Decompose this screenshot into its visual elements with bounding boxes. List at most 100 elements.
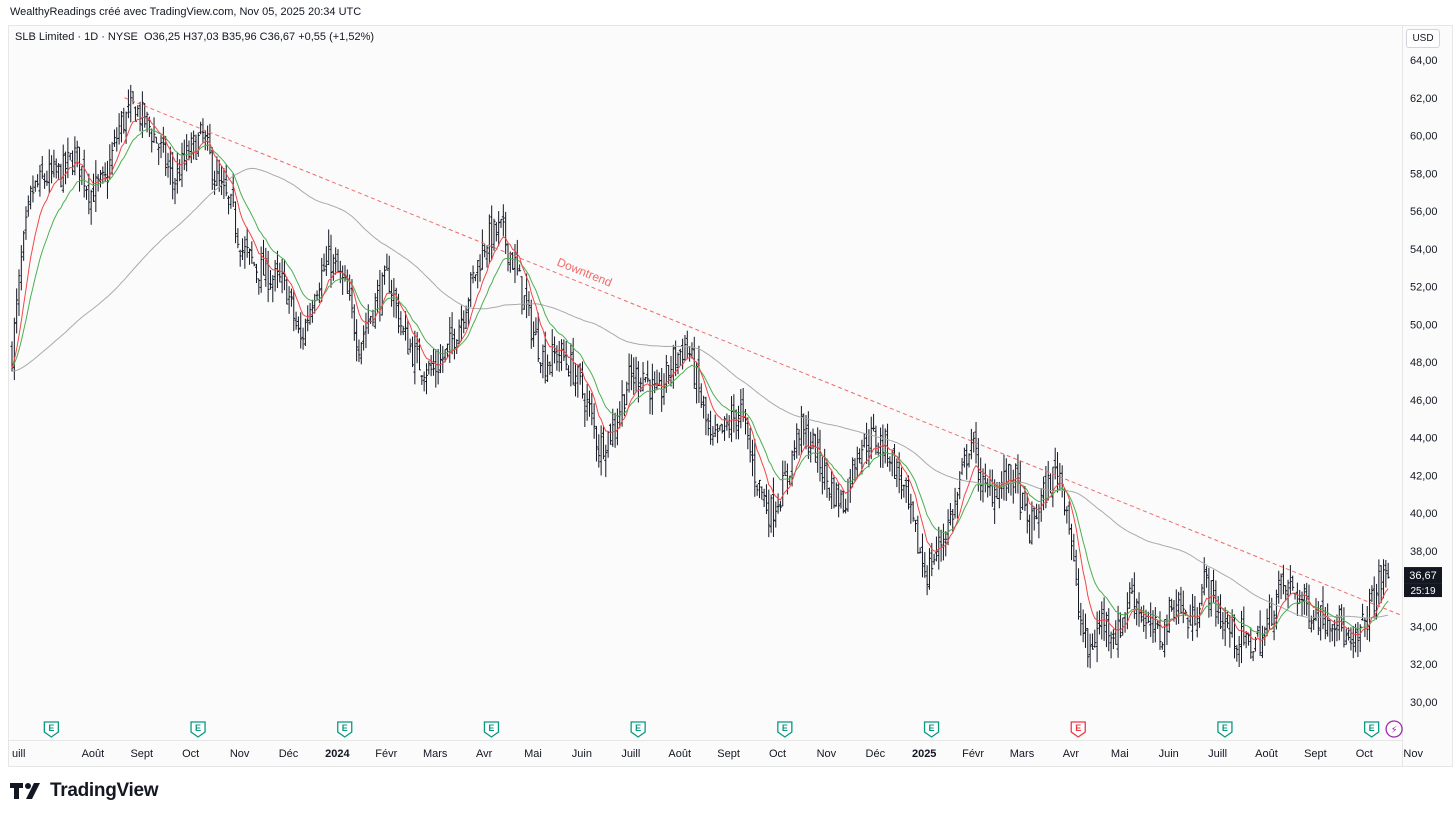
earnings-e-icon[interactable]: E (1363, 721, 1380, 738)
ohlc-bar (352, 304, 356, 341)
ohlc-bar (1163, 619, 1167, 658)
ohlc-bar (907, 475, 910, 510)
ohlc-bar (948, 502, 952, 526)
ohlc-bar (702, 395, 706, 419)
ohlc-bar (1263, 626, 1267, 646)
earnings-e-icon[interactable]: E (923, 721, 940, 738)
x-tick-label: Juin (572, 748, 592, 760)
earnings-e-icon[interactable]: E (43, 721, 59, 738)
ohlc-bar (345, 269, 349, 294)
ohlc-bar (1116, 605, 1120, 658)
ohlc-bar (203, 130, 207, 151)
ohlc-bar (1242, 606, 1246, 646)
ohlc-bar (133, 106, 137, 122)
ohlc-bar (303, 318, 307, 347)
ohlc-bar (583, 393, 587, 428)
ohlc-bar (122, 107, 126, 134)
sma-100-line (11, 167, 1389, 619)
ohlc-bar (1177, 591, 1181, 624)
ohlc-bar (594, 425, 598, 462)
x-tick-label: Mai (524, 748, 542, 760)
ohlc-bar (394, 287, 398, 319)
ohlc-bar (480, 229, 484, 270)
ohlc-bar (636, 361, 640, 403)
x-tick-label: Août (1255, 748, 1278, 760)
ohlc-bar (522, 295, 526, 310)
ohlc-bar (1144, 609, 1148, 640)
ohlc-bar (858, 448, 862, 464)
ohlc-bar (1382, 559, 1386, 599)
ohlc-bar (59, 163, 63, 188)
ohlc-bar (983, 463, 987, 493)
ohlc-bar (783, 460, 787, 477)
earnings-e-icon[interactable]: E (1217, 721, 1233, 738)
ohlc-bar (979, 457, 983, 501)
ohlc-bar (143, 102, 147, 128)
ohlc-bar (520, 276, 524, 315)
ema-20-line (11, 128, 1389, 635)
ohlc-bar (1088, 633, 1092, 669)
earnings-e-icon[interactable]: E (190, 721, 206, 738)
ohlc-bar (196, 132, 200, 157)
ohlc-bar (490, 205, 494, 260)
symbol-legend[interactable]: SLB Limited · 1D · NYSE O36,25 H37,03 B3… (15, 31, 374, 43)
ohlc-bar (308, 302, 312, 325)
ohlc-bar (1237, 636, 1241, 667)
ohlc-bar (536, 312, 540, 363)
currency-selector[interactable]: USD (1406, 29, 1440, 48)
ohlc-bar (1267, 594, 1271, 630)
ohlc-bar (1354, 623, 1358, 653)
ohlc-bar (1249, 627, 1253, 659)
ohlc-bar (411, 336, 415, 368)
legend-symbol[interactable]: SLB Limited · 1D · NYSE (15, 31, 138, 43)
ohlc-bar (543, 331, 547, 384)
ohlc-bar (771, 477, 775, 537)
ohlc-bar (229, 193, 233, 209)
ohlc-bar (301, 327, 305, 350)
ohlc-bar (550, 329, 554, 377)
ohlc-bar (988, 469, 992, 496)
ohlc-bar (750, 439, 754, 477)
ohlc-bar (1260, 625, 1264, 659)
ohlc-bar (1046, 461, 1050, 501)
ohlc-bar (893, 443, 897, 480)
legend-open: O36,25 (144, 31, 181, 43)
ohlc-bar (1111, 629, 1115, 650)
ohlc-bar (497, 211, 501, 247)
svg-text:E: E (929, 723, 935, 733)
earnings-e-icon[interactable]: E (630, 721, 646, 738)
x-tick-label: Févr (375, 748, 397, 760)
y-tick-label: 54,00 (1410, 244, 1438, 256)
ohlc-bar (438, 344, 442, 374)
ohlc-bar (1207, 567, 1211, 618)
ohlc-bar (1298, 589, 1302, 604)
ohlc-bar (1370, 585, 1374, 602)
ohlc-bar (459, 305, 463, 342)
ohlc-bar (1132, 572, 1136, 619)
ohlc-bar (1018, 460, 1022, 520)
ohlc-bar (341, 265, 345, 295)
earnings-e-icon[interactable]: E (483, 721, 500, 738)
ohlc-bar (178, 159, 182, 182)
tradingview-logo[interactable]: TradingView (10, 780, 159, 802)
ohlc-bar (1316, 601, 1320, 636)
ohlc-bar (1100, 601, 1104, 640)
earnings-e-icon[interactable]: E (337, 721, 353, 738)
last-price-badge (1404, 567, 1442, 584)
lightning-icon[interactable]: ⚡ (1385, 720, 1403, 738)
ohlc-bar (913, 519, 917, 532)
ohlc-bar (1365, 605, 1369, 641)
ohlc-bar (1032, 506, 1036, 531)
ohlc-bar (1053, 447, 1057, 480)
ohlc-bar (1351, 625, 1355, 659)
earnings-e-icon[interactable]: E (777, 721, 793, 738)
ohlc-bar (175, 152, 179, 194)
earnings-e-icon[interactable]: E (1070, 721, 1086, 738)
x-tick-label: Août (82, 748, 105, 760)
legend-high: H37,03 (183, 31, 219, 43)
ohlc-bar (61, 144, 65, 193)
ohlc-bar (746, 417, 750, 450)
ohlc-bar (646, 360, 650, 383)
plot-area[interactable]: Downtrend (10, 84, 1406, 669)
